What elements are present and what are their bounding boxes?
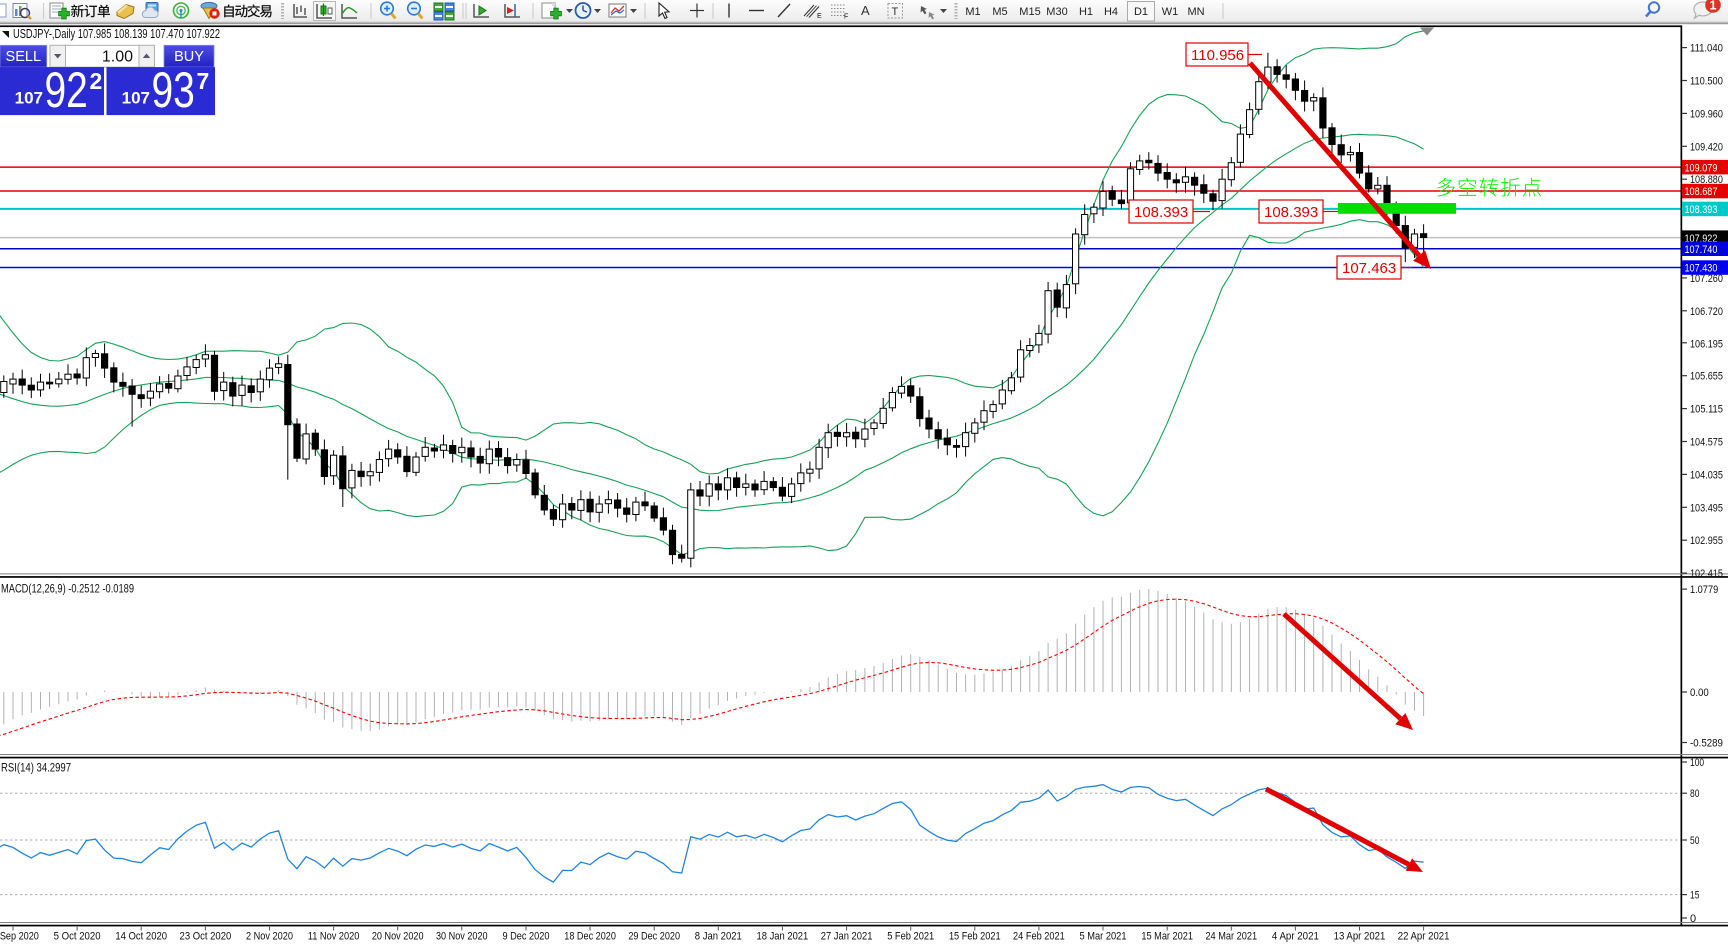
svg-text:108.880: 108.880: [1690, 174, 1723, 186]
svg-text:1.00: 1.00: [102, 49, 133, 66]
svg-text:93: 93: [152, 61, 195, 118]
svg-text:109.420: 109.420: [1690, 141, 1723, 153]
svg-text:SELL: SELL: [6, 49, 41, 65]
svg-text:T: T: [892, 6, 899, 18]
svg-text:107: 107: [122, 89, 150, 108]
svg-text:106.720: 106.720: [1690, 306, 1723, 318]
svg-text:107.430: 107.430: [1685, 263, 1718, 275]
svg-text:107.260: 107.260: [1690, 273, 1723, 285]
svg-text:MACD(12,26,9) -0.2512 -0.0189: MACD(12,26,9) -0.2512 -0.0189: [1, 584, 134, 596]
svg-text:0: 0: [1690, 913, 1696, 925]
svg-text:15 Mar 2021: 15 Mar 2021: [1141, 931, 1193, 943]
svg-text:BUY: BUY: [174, 49, 204, 65]
svg-text:13 Apr 2021: 13 Apr 2021: [1334, 931, 1386, 943]
svg-text:108.393: 108.393: [1685, 204, 1718, 216]
svg-text:8 Jan 2021: 8 Jan 2021: [695, 931, 742, 943]
svg-text:80: 80: [1690, 788, 1699, 800]
svg-text:MN: MN: [1187, 6, 1204, 18]
svg-text:30 Nov 2020: 30 Nov 2020: [436, 931, 488, 943]
svg-text:2 Nov 2020: 2 Nov 2020: [246, 931, 293, 943]
svg-text:14 Oct 2020: 14 Oct 2020: [115, 931, 167, 943]
svg-text:23 Oct 2020: 23 Oct 2020: [180, 931, 232, 943]
svg-text:H1: H1: [1079, 6, 1093, 18]
svg-text:108.393: 108.393: [1264, 204, 1318, 221]
svg-text:4 Apr 2021: 4 Apr 2021: [1272, 931, 1319, 943]
svg-text:1.0779: 1.0779: [1690, 584, 1718, 596]
svg-text:18 Dec 2020: 18 Dec 2020: [564, 931, 616, 943]
svg-text:RSI(14) 34.2997: RSI(14) 34.2997: [1, 763, 71, 775]
svg-text:108.687: 108.687: [1685, 186, 1718, 198]
svg-text:22 Apr 2021: 22 Apr 2021: [1398, 931, 1450, 943]
svg-text:110.956: 110.956: [1191, 47, 1244, 64]
svg-text:1: 1: [1710, 0, 1717, 13]
svg-text:29 Dec 2020: 29 Dec 2020: [628, 931, 680, 943]
svg-text:107.463: 107.463: [1342, 260, 1396, 277]
svg-text:11 Nov 2020: 11 Nov 2020: [308, 931, 360, 943]
svg-text:50: 50: [1690, 835, 1699, 847]
svg-text:5 Feb 2021: 5 Feb 2021: [887, 931, 934, 943]
svg-text:M15: M15: [1019, 6, 1040, 18]
svg-text:15 Feb 2021: 15 Feb 2021: [949, 931, 1001, 943]
svg-text:5 Oct 2020: 5 Oct 2020: [54, 931, 101, 943]
svg-text:102.415: 102.415: [1690, 568, 1723, 580]
svg-text:M5: M5: [992, 6, 1007, 18]
svg-text:100: 100: [1690, 757, 1704, 769]
svg-text:109.079: 109.079: [1685, 162, 1718, 174]
svg-text:102.955: 102.955: [1690, 535, 1723, 547]
svg-text:106.195: 106.195: [1690, 339, 1723, 351]
svg-text:105.115: 105.115: [1690, 404, 1723, 416]
svg-text:104.035: 104.035: [1690, 469, 1723, 481]
svg-text:24 Mar 2021: 24 Mar 2021: [1205, 931, 1257, 943]
svg-text:108.393: 108.393: [1134, 204, 1188, 221]
svg-text:A: A: [861, 3, 870, 18]
svg-text:111.040: 111.040: [1690, 43, 1723, 55]
svg-text:M1: M1: [965, 6, 980, 18]
svg-text:110.500: 110.500: [1690, 76, 1723, 88]
svg-text:-0.5289: -0.5289: [1690, 738, 1723, 750]
svg-text:105.655: 105.655: [1690, 371, 1723, 383]
svg-text:9 Dec 2020: 9 Dec 2020: [503, 931, 550, 943]
svg-text:18 Jan 2021: 18 Jan 2021: [757, 931, 809, 943]
svg-text:USDJPY-,Daily 107.985 108.139: USDJPY-,Daily 107.985 108.139 107.470 10…: [13, 26, 220, 41]
svg-text:104.575: 104.575: [1690, 437, 1723, 449]
svg-text:7: 7: [197, 68, 210, 94]
svg-text:M30: M30: [1046, 6, 1067, 18]
svg-text:109.960: 109.960: [1690, 108, 1723, 120]
svg-text:0.00: 0.00: [1690, 687, 1709, 699]
svg-text:2: 2: [90, 68, 103, 94]
svg-text:24 Feb 2021: 24 Feb 2021: [1013, 931, 1065, 943]
svg-text:E: E: [817, 13, 822, 20]
svg-text:107.740: 107.740: [1685, 244, 1718, 256]
svg-text:F: F: [844, 14, 848, 21]
svg-text:20 Nov 2020: 20 Nov 2020: [372, 931, 424, 943]
svg-text:103.495: 103.495: [1690, 502, 1723, 514]
svg-text:92: 92: [45, 61, 88, 118]
svg-text:27 Jan 2021: 27 Jan 2021: [821, 931, 873, 943]
svg-text:15: 15: [1690, 890, 1699, 902]
svg-text:D1: D1: [1134, 6, 1148, 18]
svg-text:5 Mar 2021: 5 Mar 2021: [1080, 931, 1127, 943]
svg-text:107: 107: [15, 89, 43, 108]
svg-text:W1: W1: [1162, 6, 1179, 18]
svg-text:H4: H4: [1104, 6, 1118, 18]
svg-text:25 Sep 2020: 25 Sep 2020: [0, 931, 39, 943]
